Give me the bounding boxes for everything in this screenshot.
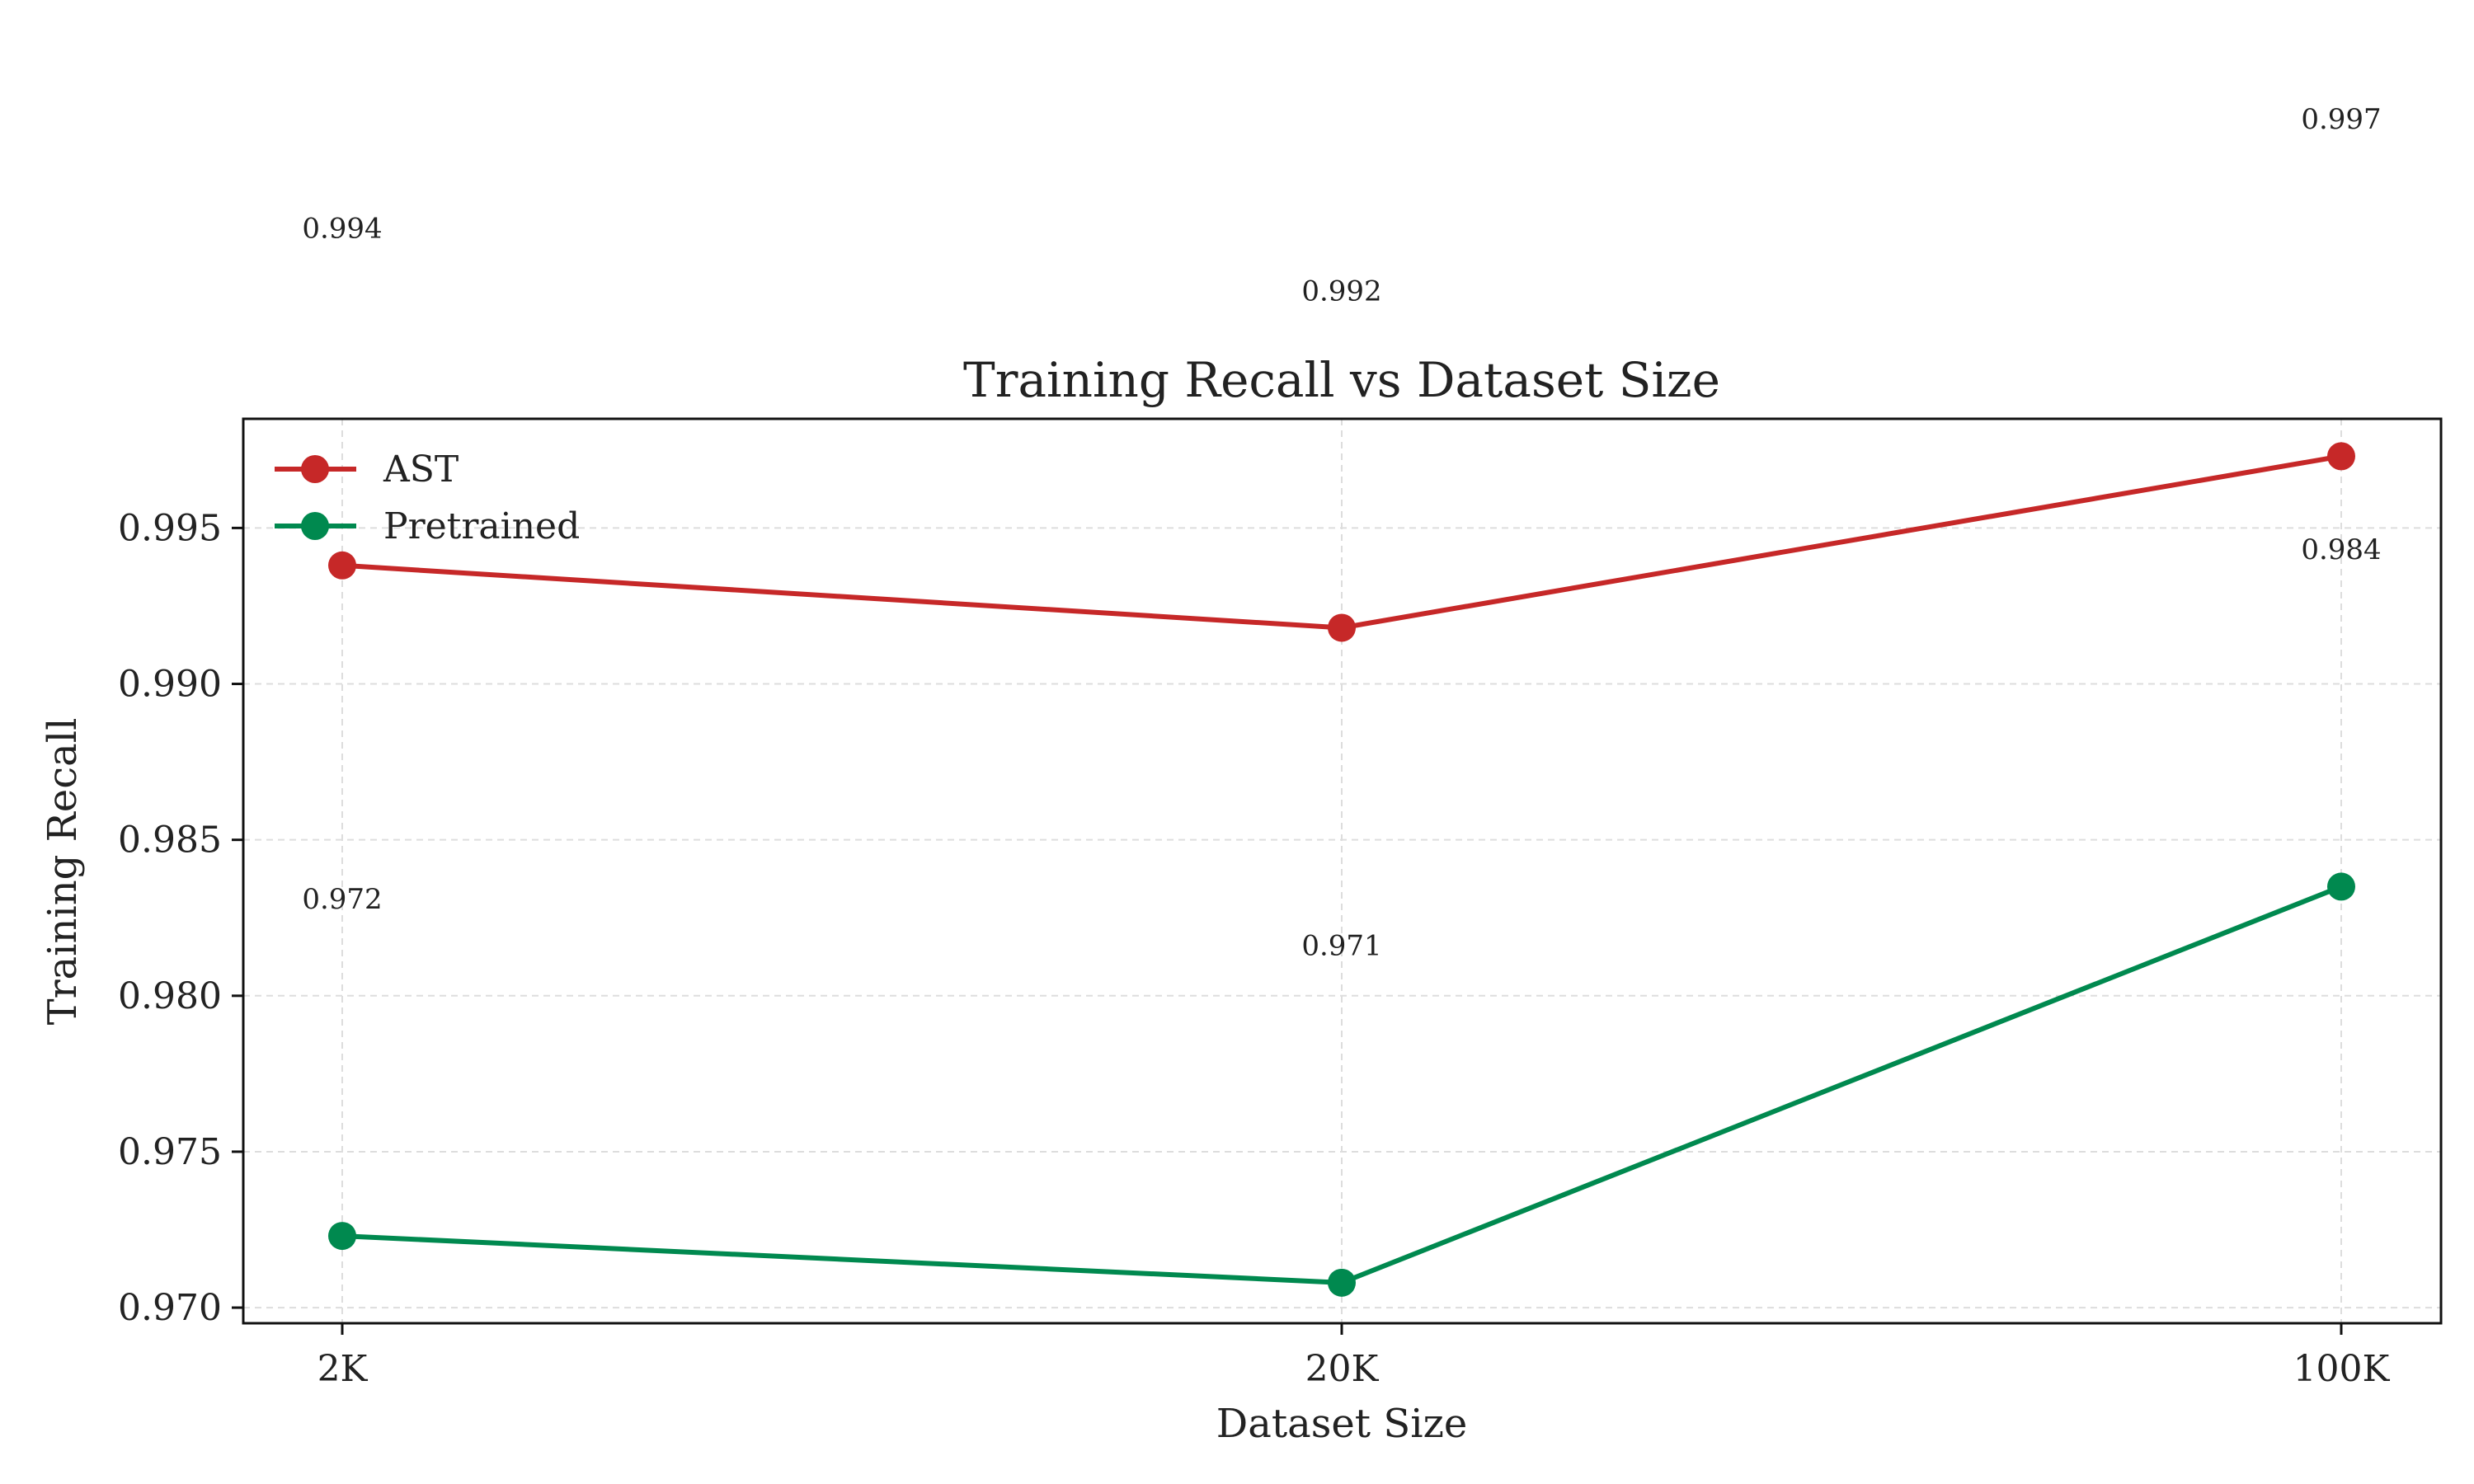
series-ast	[328, 442, 2355, 642]
data-label: 0.992	[1301, 275, 1381, 308]
legend-marker	[301, 512, 329, 540]
data-point	[1328, 613, 1356, 642]
series-pretrained	[328, 872, 2355, 1297]
y-tick-label: 0.975	[118, 1131, 222, 1173]
x-tick-label: 100K	[2293, 1348, 2391, 1390]
y-tick-label: 0.970	[118, 1287, 222, 1329]
data-label: 0.972	[302, 883, 382, 916]
data-point	[1328, 1268, 1356, 1297]
legend-label: Pretrained	[383, 505, 580, 547]
data-label: 0.994	[302, 213, 382, 246]
data-labels: 0.994 0.992 0.997 0.972 0.971 0.984	[302, 103, 2381, 962]
data-label: 0.971	[1301, 930, 1381, 963]
y-tick-label: 0.980	[118, 975, 222, 1017]
data-point	[2327, 872, 2355, 901]
data-point	[328, 551, 356, 580]
series-layer	[328, 442, 2355, 1297]
x-axis-title: Dataset Size	[1216, 1401, 1468, 1447]
legend-marker	[301, 455, 329, 483]
y-axis: 0.970 0.975 0.980 0.985 0.990 0.995	[118, 507, 243, 1329]
legend-label: AST	[383, 448, 459, 491]
legend-item: AST	[275, 448, 459, 491]
data-point	[2327, 442, 2355, 471]
data-label: 0.984	[2301, 533, 2381, 566]
y-axis-title: Training Recall	[40, 718, 86, 1026]
x-tick-label: 2K	[317, 1348, 369, 1390]
y-tick-label: 0.990	[118, 664, 222, 706]
x-axis: 2K 20K 100K	[317, 1323, 2391, 1390]
data-point	[328, 1222, 356, 1251]
data-label: 0.997	[2301, 103, 2381, 136]
grid	[243, 419, 2441, 1323]
legend-item: Pretrained	[275, 505, 580, 547]
chart-title: Training Recall vs Dataset Size	[963, 352, 1720, 408]
x-tick-label: 20K	[1305, 1348, 1380, 1390]
y-tick-label: 0.995	[118, 507, 222, 549]
legend: AST Pretrained	[275, 448, 580, 547]
y-tick-label: 0.985	[118, 819, 222, 862]
